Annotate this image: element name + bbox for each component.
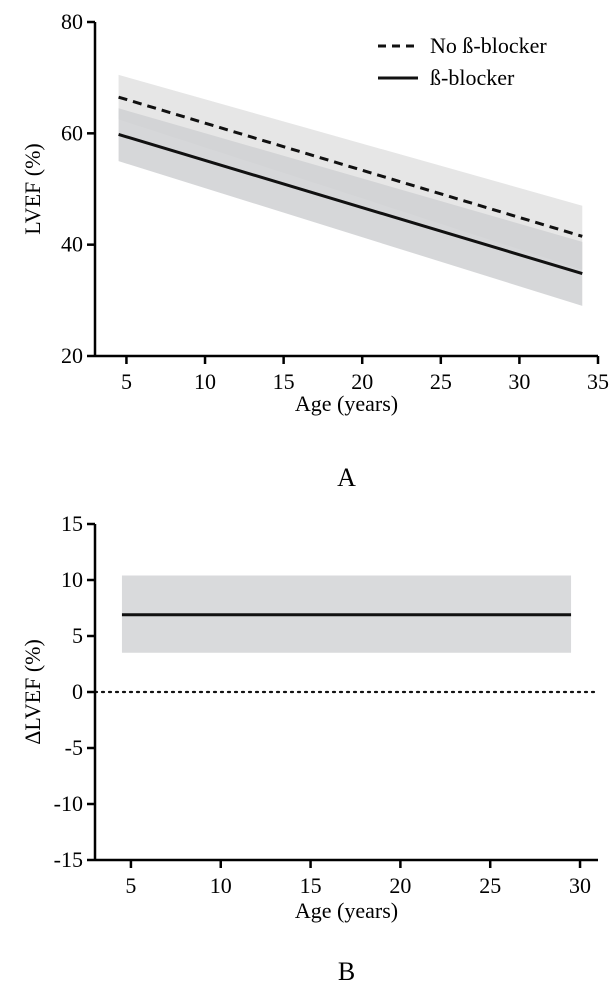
panel-label: B bbox=[338, 957, 355, 986]
x-tick-label: 20 bbox=[351, 369, 373, 394]
x-tick-label: 10 bbox=[194, 369, 216, 394]
panel-label: A bbox=[337, 463, 356, 492]
y-axis-label: ΔLVEF (%) bbox=[20, 639, 45, 745]
y-tick-label: 40 bbox=[61, 232, 83, 257]
y-tick-label: 5 bbox=[72, 623, 83, 648]
x-tick-label: 25 bbox=[479, 873, 501, 898]
x-tick-label: 5 bbox=[125, 873, 136, 898]
x-tick-label: 30 bbox=[508, 369, 530, 394]
y-axis-label: LVEF (%) bbox=[20, 143, 45, 234]
y-tick-label: 60 bbox=[61, 120, 83, 145]
y-tick-label: -5 bbox=[65, 735, 83, 760]
x-tick-label: 15 bbox=[273, 369, 295, 394]
y-tick-label: 10 bbox=[61, 567, 83, 592]
y-tick-label: 0 bbox=[72, 679, 83, 704]
y-tick-label: 80 bbox=[61, 9, 83, 34]
x-tick-label: 25 bbox=[430, 369, 452, 394]
x-tick-label: 20 bbox=[389, 873, 411, 898]
series-line-1 bbox=[118, 133, 583, 276]
legend-label: No ß-blocker bbox=[430, 33, 547, 58]
y-tick-label: -15 bbox=[54, 847, 83, 872]
x-axis-label: Age (years) bbox=[295, 391, 398, 416]
panel-b: -15 -10 -5 0 5 10 15 5 10 15 20 25 30 Age (years) ΔLVE… bbox=[20, 511, 600, 986]
legend: No ß-blocker ß-blocker bbox=[378, 33, 547, 90]
confidence-band-1 bbox=[118, 108, 583, 306]
y-tick-label: -10 bbox=[54, 791, 83, 816]
panel-a: 20 40 60 80 5 10 15 20 25 30 35 Age (years) LVEF (%)… bbox=[20, 9, 609, 492]
y-tick-label: 20 bbox=[61, 343, 83, 368]
legend-label: ß-blocker bbox=[430, 65, 515, 90]
series-line-0 bbox=[118, 95, 583, 238]
x-tick-label: 10 bbox=[210, 873, 232, 898]
y-tick-label: 15 bbox=[61, 511, 83, 536]
x-axis-label: Age (years) bbox=[295, 898, 398, 923]
x-tick-label: 5 bbox=[121, 369, 132, 394]
x-tick-label: 30 bbox=[569, 873, 591, 898]
x-tick-label: 35 bbox=[587, 369, 609, 394]
x-tick-label: 15 bbox=[300, 873, 322, 898]
